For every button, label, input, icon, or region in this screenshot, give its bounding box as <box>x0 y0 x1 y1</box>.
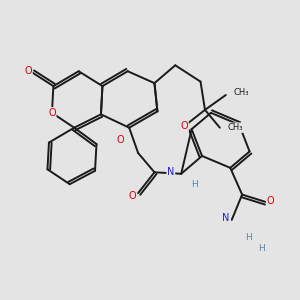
Text: O: O <box>48 108 56 118</box>
Text: CH₃: CH₃ <box>233 88 249 97</box>
Text: O: O <box>24 66 32 76</box>
Text: N: N <box>222 213 230 224</box>
Text: O: O <box>267 196 274 206</box>
Text: N: N <box>167 167 175 177</box>
Text: CH₃: CH₃ <box>227 123 243 132</box>
Text: O: O <box>180 121 188 131</box>
Text: O: O <box>128 191 136 201</box>
Text: H: H <box>245 233 251 242</box>
Text: H: H <box>191 180 198 189</box>
Text: H: H <box>258 244 265 253</box>
Text: O: O <box>116 135 124 145</box>
